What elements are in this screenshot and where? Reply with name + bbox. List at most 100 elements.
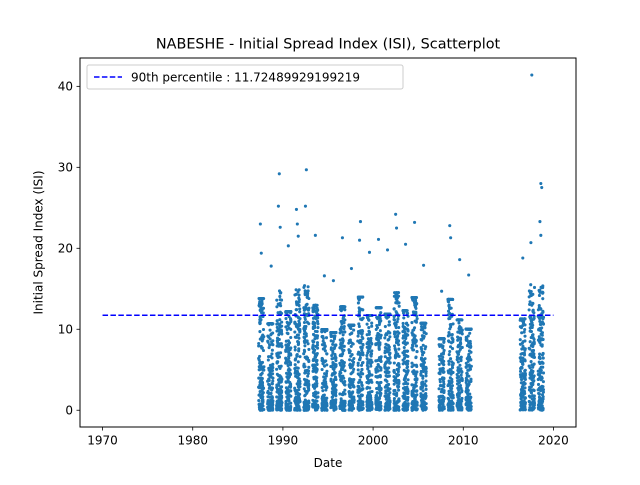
data-point (523, 334, 527, 338)
data-point (340, 330, 344, 334)
data-point (532, 362, 536, 366)
data-point (305, 355, 309, 359)
data-point (397, 304, 401, 308)
data-point (258, 406, 262, 410)
data-point (385, 248, 390, 252)
data-point (350, 399, 354, 403)
data-point (339, 398, 343, 402)
data-point (271, 407, 275, 411)
data-point (313, 337, 317, 341)
data-point (280, 385, 284, 389)
data-point (340, 366, 344, 371)
data-point (356, 301, 360, 305)
data-point (278, 322, 282, 326)
data-point (294, 322, 298, 326)
data-point (294, 406, 298, 410)
data-point (312, 391, 316, 396)
data-point (383, 355, 387, 359)
data-point (268, 372, 272, 376)
data-point (460, 370, 464, 374)
data-point (450, 336, 454, 340)
data-point (341, 344, 345, 348)
data-point (349, 266, 354, 271)
data-point (352, 360, 356, 364)
data-point (284, 399, 288, 403)
data-point (395, 407, 399, 411)
data-point (448, 311, 452, 315)
data-point (258, 308, 262, 313)
data-point (385, 368, 389, 372)
data-point (523, 396, 527, 400)
data-point (276, 403, 280, 407)
data-point (414, 344, 419, 348)
data-point (377, 382, 381, 386)
data-point (528, 302, 532, 306)
data-point (448, 392, 452, 396)
data-point (358, 238, 362, 242)
data-point (360, 346, 364, 350)
data-point (406, 362, 410, 366)
data-point (437, 362, 441, 367)
data-point (459, 373, 463, 377)
data-point (356, 361, 360, 365)
data-point (377, 322, 381, 327)
data-point (468, 392, 472, 396)
data-point (379, 311, 383, 315)
data-point (293, 358, 297, 362)
data-point (284, 339, 288, 343)
data-point (449, 386, 453, 390)
data-point (367, 250, 372, 254)
data-point (406, 402, 410, 406)
legend-box (86, 64, 404, 90)
data-point (271, 362, 275, 366)
data-point (537, 304, 541, 308)
data-point (468, 331, 472, 335)
data-point (267, 355, 271, 359)
data-point (378, 391, 382, 396)
data-point (464, 379, 468, 383)
data-point (279, 343, 283, 347)
data-point (420, 357, 425, 361)
data-point (541, 297, 545, 301)
data-point (388, 361, 392, 365)
data-point (365, 357, 369, 361)
data-point (541, 361, 545, 365)
data-point (284, 348, 288, 352)
data-point (313, 325, 317, 330)
data-point (540, 331, 544, 335)
data-point (442, 382, 446, 386)
data-point (329, 406, 333, 410)
data-point (271, 372, 275, 376)
data-point (537, 335, 541, 339)
data-point (410, 408, 414, 412)
data-point (332, 378, 336, 382)
data-point (289, 336, 293, 340)
data-point (267, 382, 271, 386)
data-point (467, 341, 471, 345)
data-point (270, 356, 274, 360)
data-point (527, 289, 531, 293)
data-point (395, 401, 399, 405)
data-point (388, 402, 392, 406)
data-point (268, 343, 272, 347)
data-point (415, 408, 419, 412)
data-point (455, 392, 460, 396)
data-point (285, 320, 289, 324)
data-point (266, 379, 270, 383)
data-point (341, 390, 345, 395)
data-point (459, 359, 463, 363)
data-point (410, 405, 415, 409)
data-point (348, 377, 352, 381)
data-point (322, 378, 326, 383)
data-point (393, 346, 397, 351)
data-point (296, 391, 300, 395)
data-point (540, 408, 544, 412)
data-point (331, 395, 335, 399)
data-point (410, 391, 414, 395)
data-point (415, 317, 419, 321)
data-point (297, 336, 301, 340)
data-point (258, 368, 262, 372)
data-point (262, 407, 266, 412)
data-point (375, 404, 379, 409)
data-point (410, 393, 414, 397)
